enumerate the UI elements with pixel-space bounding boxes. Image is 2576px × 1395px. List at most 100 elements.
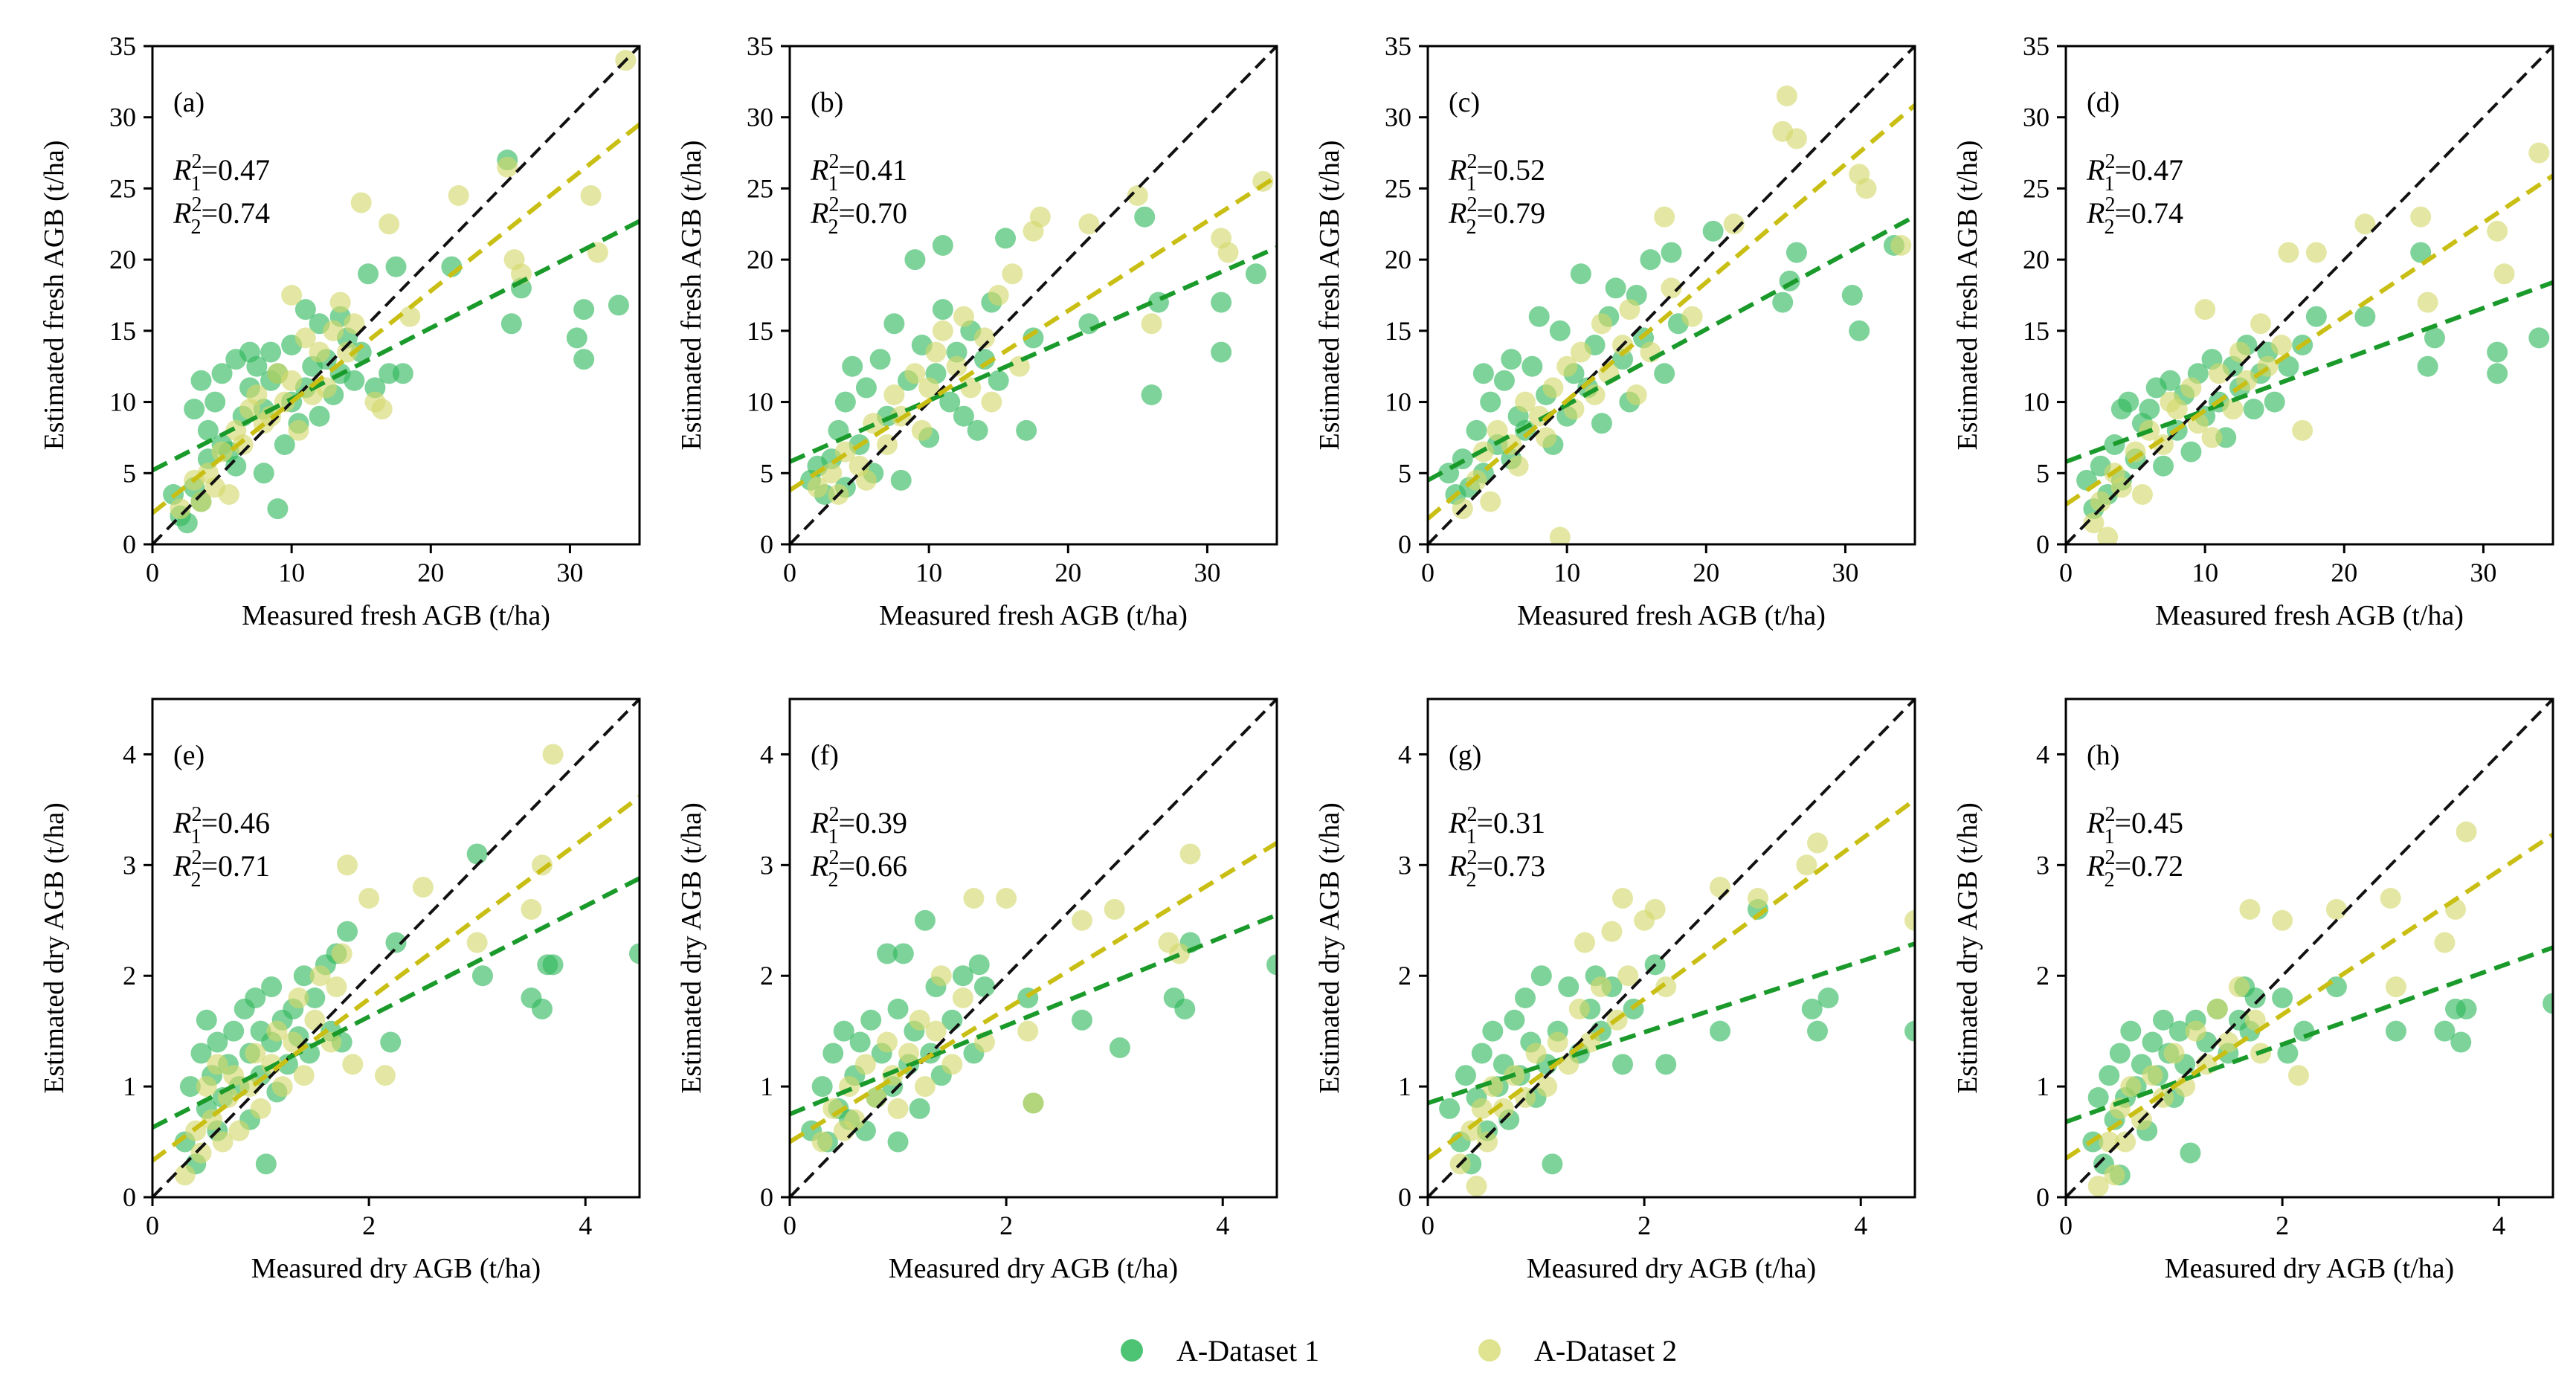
dataset2-point	[1217, 242, 1239, 263]
panel-h: 0 2 4 0 1 2 3 4 Measured dry AGB (t/ha) Estimated…	[1952, 698, 2554, 1284]
y-tick-label: 0	[2036, 1182, 2049, 1212]
plot-area	[2066, 46, 2553, 544]
dataset2-point	[2292, 419, 2313, 441]
dataset2-point	[1487, 419, 1508, 441]
dataset1-point	[1471, 1043, 1493, 1064]
dataset2-point	[2239, 898, 2261, 920]
dataset2-point	[2493, 263, 2515, 285]
dataset2-point	[448, 185, 469, 206]
x-tick-label: 10	[2192, 558, 2218, 587]
dataset1-point	[822, 1043, 844, 1064]
dataset1-point	[2487, 341, 2508, 363]
identity-line	[1428, 699, 1915, 1197]
dataset2-point	[925, 1020, 947, 1042]
dataset2-point	[1536, 1076, 1558, 1098]
dataset1-point	[2354, 306, 2376, 327]
dataset1-fit-line	[1428, 214, 1915, 483]
dataset2-fit-line	[790, 840, 1277, 1144]
dataset1-point	[2168, 1020, 2190, 1042]
dataset2-point	[497, 156, 518, 178]
x-tick-label: 4	[1854, 1211, 1867, 1240]
dataset2-point	[309, 341, 330, 363]
dataset2-point	[196, 1076, 217, 1098]
dataset1-point	[1570, 263, 1591, 285]
dataset2-point	[542, 744, 564, 765]
dataset2-point	[981, 391, 1002, 413]
y-tick-label: 4	[123, 739, 136, 769]
dataset2-point	[854, 1054, 876, 1075]
dataset2-point	[371, 399, 393, 420]
dataset1-point	[2410, 242, 2432, 263]
x-axis-label: Measured dry AGB (t/ha)	[2165, 1253, 2454, 1284]
dataset1-point	[842, 355, 863, 377]
dataset1-point	[883, 313, 905, 335]
identity-line	[2066, 699, 2553, 1197]
y-tick-label: 5	[1398, 458, 1411, 488]
dataset1-point	[246, 355, 268, 377]
dataset2-point	[2222, 399, 2244, 420]
dataset1-point	[392, 363, 413, 384]
r2-annotation: R2 2=0.74	[2086, 193, 2183, 239]
y-tick-label: 1	[1398, 1072, 1411, 1101]
x-tick-label: 0	[146, 558, 159, 587]
dataset1-point	[1493, 370, 1515, 391]
dataset1-point	[211, 363, 233, 384]
dataset1-point	[1528, 306, 1550, 327]
dataset1-point	[2434, 1020, 2456, 1042]
panel-label: (f)	[811, 740, 839, 771]
dataset2-point	[1127, 185, 1148, 206]
dataset2-point	[1104, 898, 1125, 920]
dataset2-fit-line	[2066, 832, 2553, 1161]
dataset2-point	[855, 469, 877, 491]
y-tick-label: 10	[2023, 387, 2049, 417]
dataset2-point	[988, 285, 1009, 306]
y-tick-label: 4	[760, 739, 773, 769]
dataset2-point	[2090, 491, 2111, 512]
dataset1-point	[1472, 363, 1494, 384]
dataset2-point	[2456, 821, 2477, 843]
x-tick-label: 2	[1638, 1211, 1651, 1240]
y-tick-label: 0	[2036, 529, 2049, 559]
dataset1-point	[1542, 1153, 1563, 1175]
dataset1-point	[1134, 206, 1156, 228]
dataset2-point	[932, 320, 953, 341]
panel-label: (a)	[173, 87, 205, 118]
dataset1-point	[2180, 441, 2202, 463]
dataset2-point	[1480, 491, 1501, 512]
y-axis-label: Estimated dry AGB (t/ha)	[1952, 802, 1983, 1094]
dataset2-point	[877, 1031, 898, 1053]
dataset2-point	[2528, 142, 2550, 164]
r2-annotation: R2 2=0.73	[1448, 846, 1545, 892]
dataset1-point	[223, 1020, 245, 1042]
y-tick-label: 15	[109, 316, 136, 346]
dataset1-point	[196, 1009, 217, 1031]
plot-area	[790, 46, 1277, 544]
dataset1-point	[1817, 988, 1839, 1008]
dataset2-point	[1601, 921, 1623, 942]
dataset2-point	[218, 484, 239, 505]
dataset1-point	[197, 419, 219, 441]
dataset1-point	[1245, 263, 1266, 285]
dataset1-point	[849, 1031, 871, 1053]
dataset1-point	[952, 965, 973, 987]
dataset2-point	[337, 854, 358, 876]
y-tick-label: 15	[1385, 316, 1411, 346]
dataset1-point	[358, 263, 379, 285]
r2-annotation: R2 2=0.72	[2086, 846, 2183, 892]
dataset2-point	[1681, 306, 1703, 327]
y-tick-label: 20	[2023, 245, 2049, 274]
dataset1-point	[974, 349, 995, 370]
dataset1-point	[2417, 355, 2438, 377]
dataset1-point	[1786, 242, 1807, 263]
dataset2-point	[1786, 128, 1807, 149]
dataset2-point	[2228, 976, 2250, 998]
dataset2-point	[271, 1076, 293, 1098]
dataset2-point	[2104, 1164, 2125, 1186]
dataset1-point	[1266, 954, 1277, 976]
dataset2-point	[294, 327, 316, 349]
dataset1-point	[542, 954, 564, 976]
dataset2-point	[250, 1098, 271, 1119]
dataset1-point	[1522, 355, 1543, 377]
dataset1-point	[304, 988, 326, 1008]
dataset2-point	[2131, 484, 2153, 505]
